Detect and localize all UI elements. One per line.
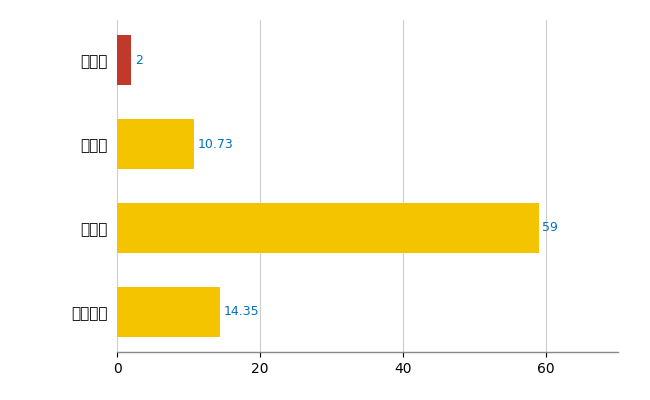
Text: 2: 2 [135,54,143,67]
Bar [117,35,131,85]
Bar [117,119,194,169]
Text: 10.73: 10.73 [198,138,233,150]
Text: 14.35: 14.35 [223,305,259,318]
Bar [117,287,220,337]
Text: 59: 59 [542,222,558,234]
Bar [117,203,539,253]
